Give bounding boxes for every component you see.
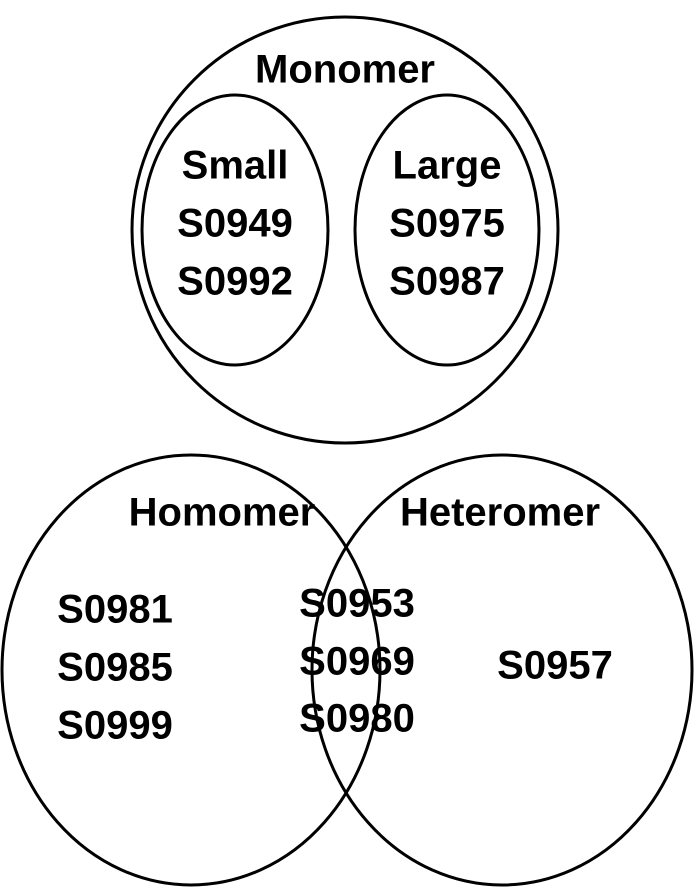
heteromer-circle (310, 453, 694, 887)
small-label: Small (182, 144, 289, 188)
homomer-item: S0999 (57, 704, 173, 748)
intersection-item: S0969 (299, 640, 415, 684)
homomer-circle (0, 453, 382, 887)
homomer-label: Homomer (129, 491, 316, 535)
large-item: S0975 (389, 202, 505, 246)
large-ellipse (353, 93, 541, 367)
heteromer-label: Heteromer (400, 491, 600, 535)
homomer-item: S0985 (57, 646, 173, 690)
homomer-item: S0981 (57, 588, 173, 632)
small-item: S0949 (177, 202, 293, 246)
monomer-label: Monomer (255, 48, 435, 92)
intersection-item: S0980 (299, 697, 415, 741)
large-item: S0987 (389, 260, 505, 304)
small-ellipse (140, 93, 330, 367)
small-item: S0992 (177, 260, 293, 304)
monomer-circle (130, 15, 560, 445)
intersection-item: S0953 (299, 582, 415, 626)
large-label: Large (393, 144, 502, 188)
heteromer-item: S0957 (497, 644, 613, 688)
